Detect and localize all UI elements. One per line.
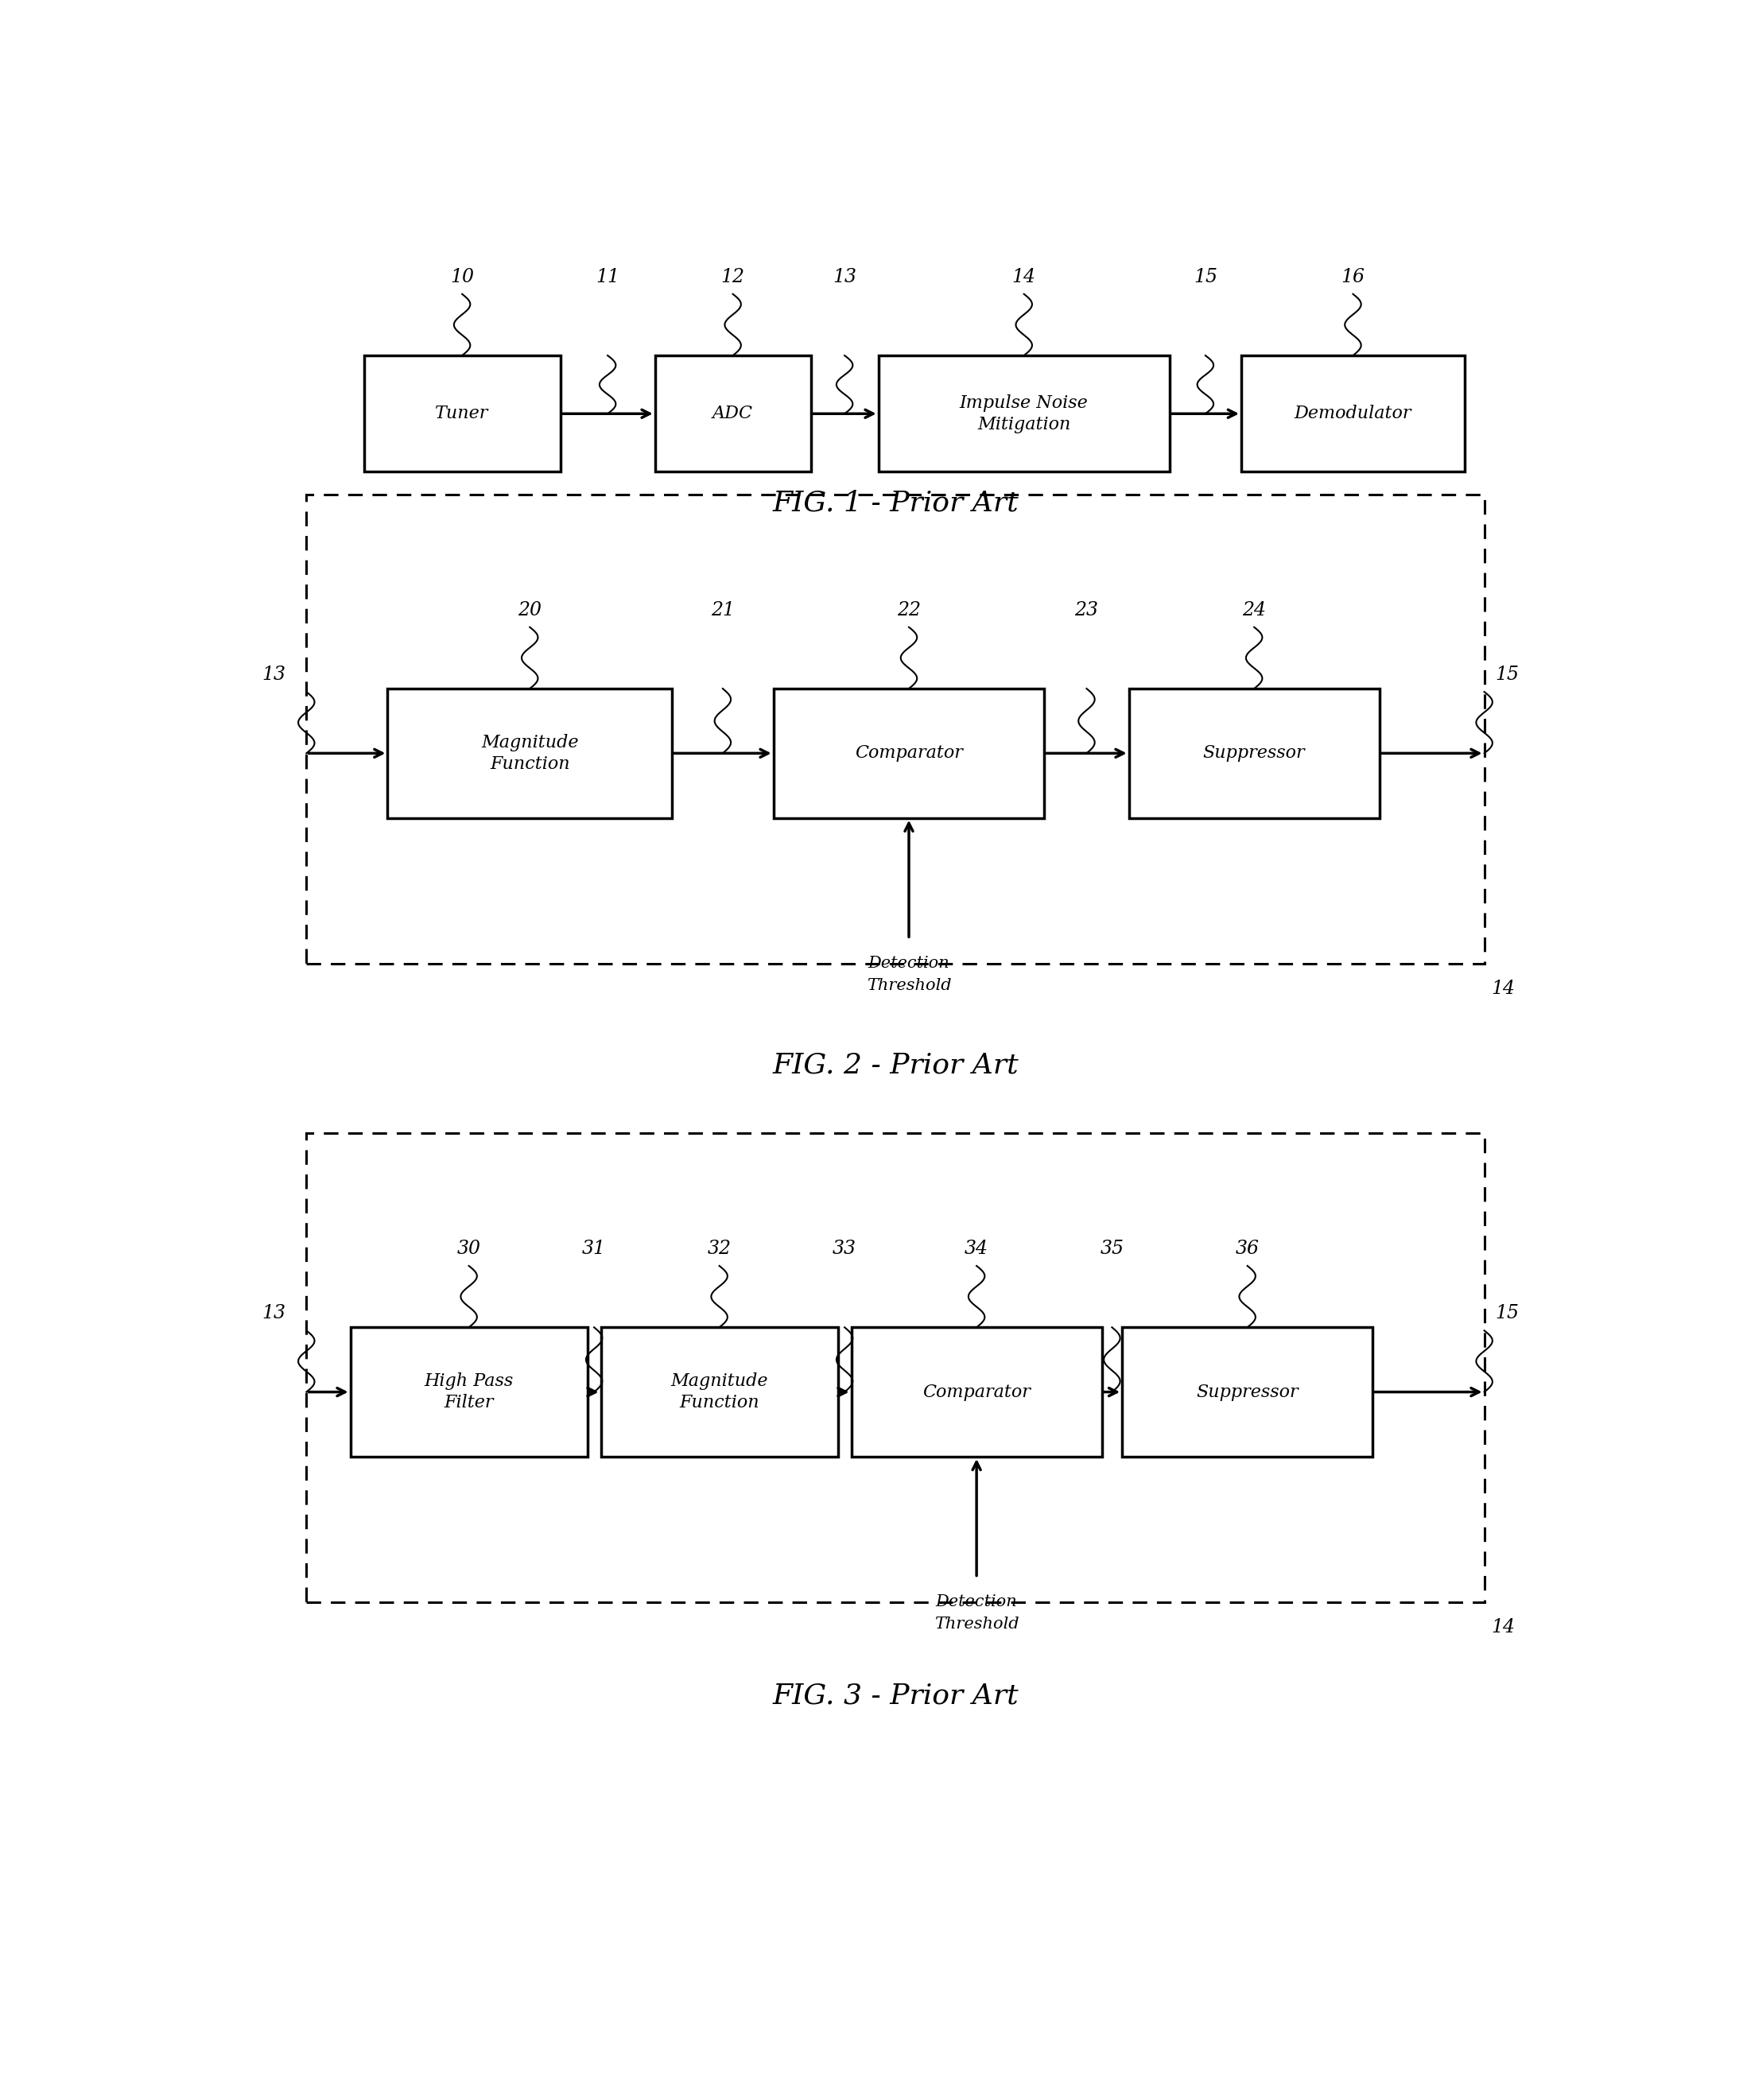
Text: 14: 14 (1492, 979, 1515, 997)
Text: 24: 24 (1242, 601, 1267, 619)
Text: 13: 13 (262, 666, 287, 685)
Text: Impulse Noise
Mitigation: Impulse Noise Mitigation (959, 395, 1088, 433)
Text: 15: 15 (1495, 666, 1518, 685)
Text: Magnitude
Function: Magnitude Function (480, 733, 578, 773)
Bar (363, 355, 561, 472)
Bar (306, 1134, 1485, 1602)
Text: Magnitude
Function: Magnitude Function (671, 1373, 769, 1411)
Text: FIG. 1 - Prior Art: FIG. 1 - Prior Art (772, 489, 1019, 517)
Text: 34: 34 (964, 1239, 989, 1258)
Text: Suppressor: Suppressor (1204, 746, 1305, 762)
Text: Comparator: Comparator (922, 1384, 1031, 1401)
Text: 14: 14 (1492, 1619, 1515, 1636)
Text: Suppressor: Suppressor (1197, 1384, 1298, 1401)
Text: 20: 20 (517, 601, 542, 619)
Bar (774, 689, 1045, 819)
Text: 23: 23 (1074, 601, 1099, 619)
Text: FIG. 3 - Prior Art: FIG. 3 - Prior Art (772, 1682, 1019, 1709)
Text: 13: 13 (262, 1304, 287, 1323)
Text: 11: 11 (596, 267, 620, 286)
Bar (879, 355, 1169, 472)
Bar (351, 1327, 587, 1457)
Text: 21: 21 (711, 601, 735, 619)
Text: 33: 33 (833, 1239, 856, 1258)
Bar (851, 1327, 1102, 1457)
Text: 36: 36 (1235, 1239, 1260, 1258)
Text: High Pass
Filter: High Pass Filter (425, 1373, 514, 1411)
Bar (1129, 689, 1380, 819)
Text: FIG. 2 - Prior Art: FIG. 2 - Prior Art (772, 1052, 1019, 1079)
Text: 13: 13 (833, 267, 856, 286)
Text: 15: 15 (1193, 267, 1218, 286)
Text: 16: 16 (1342, 267, 1364, 286)
Text: Comparator: Comparator (854, 746, 963, 762)
Text: ADC: ADC (713, 405, 753, 422)
Bar (655, 355, 811, 472)
Text: 32: 32 (708, 1239, 732, 1258)
Bar (601, 1327, 839, 1457)
Text: 22: 22 (896, 601, 921, 619)
Text: 30: 30 (458, 1239, 480, 1258)
Bar (1242, 355, 1464, 472)
Text: Demodulator: Demodulator (1295, 405, 1412, 422)
Text: 35: 35 (1101, 1239, 1123, 1258)
Bar (306, 494, 1485, 964)
Bar (1122, 1327, 1373, 1457)
Text: 15: 15 (1495, 1304, 1518, 1323)
Text: 31: 31 (582, 1239, 606, 1258)
Text: 12: 12 (722, 267, 744, 286)
Bar (388, 689, 673, 819)
Text: Tuner: Tuner (435, 405, 489, 422)
Text: 14: 14 (1012, 267, 1036, 286)
Text: Detection
Threshold: Detection Threshold (867, 956, 952, 993)
Text: Detection
Threshold: Detection Threshold (935, 1594, 1019, 1632)
Text: 10: 10 (451, 267, 473, 286)
